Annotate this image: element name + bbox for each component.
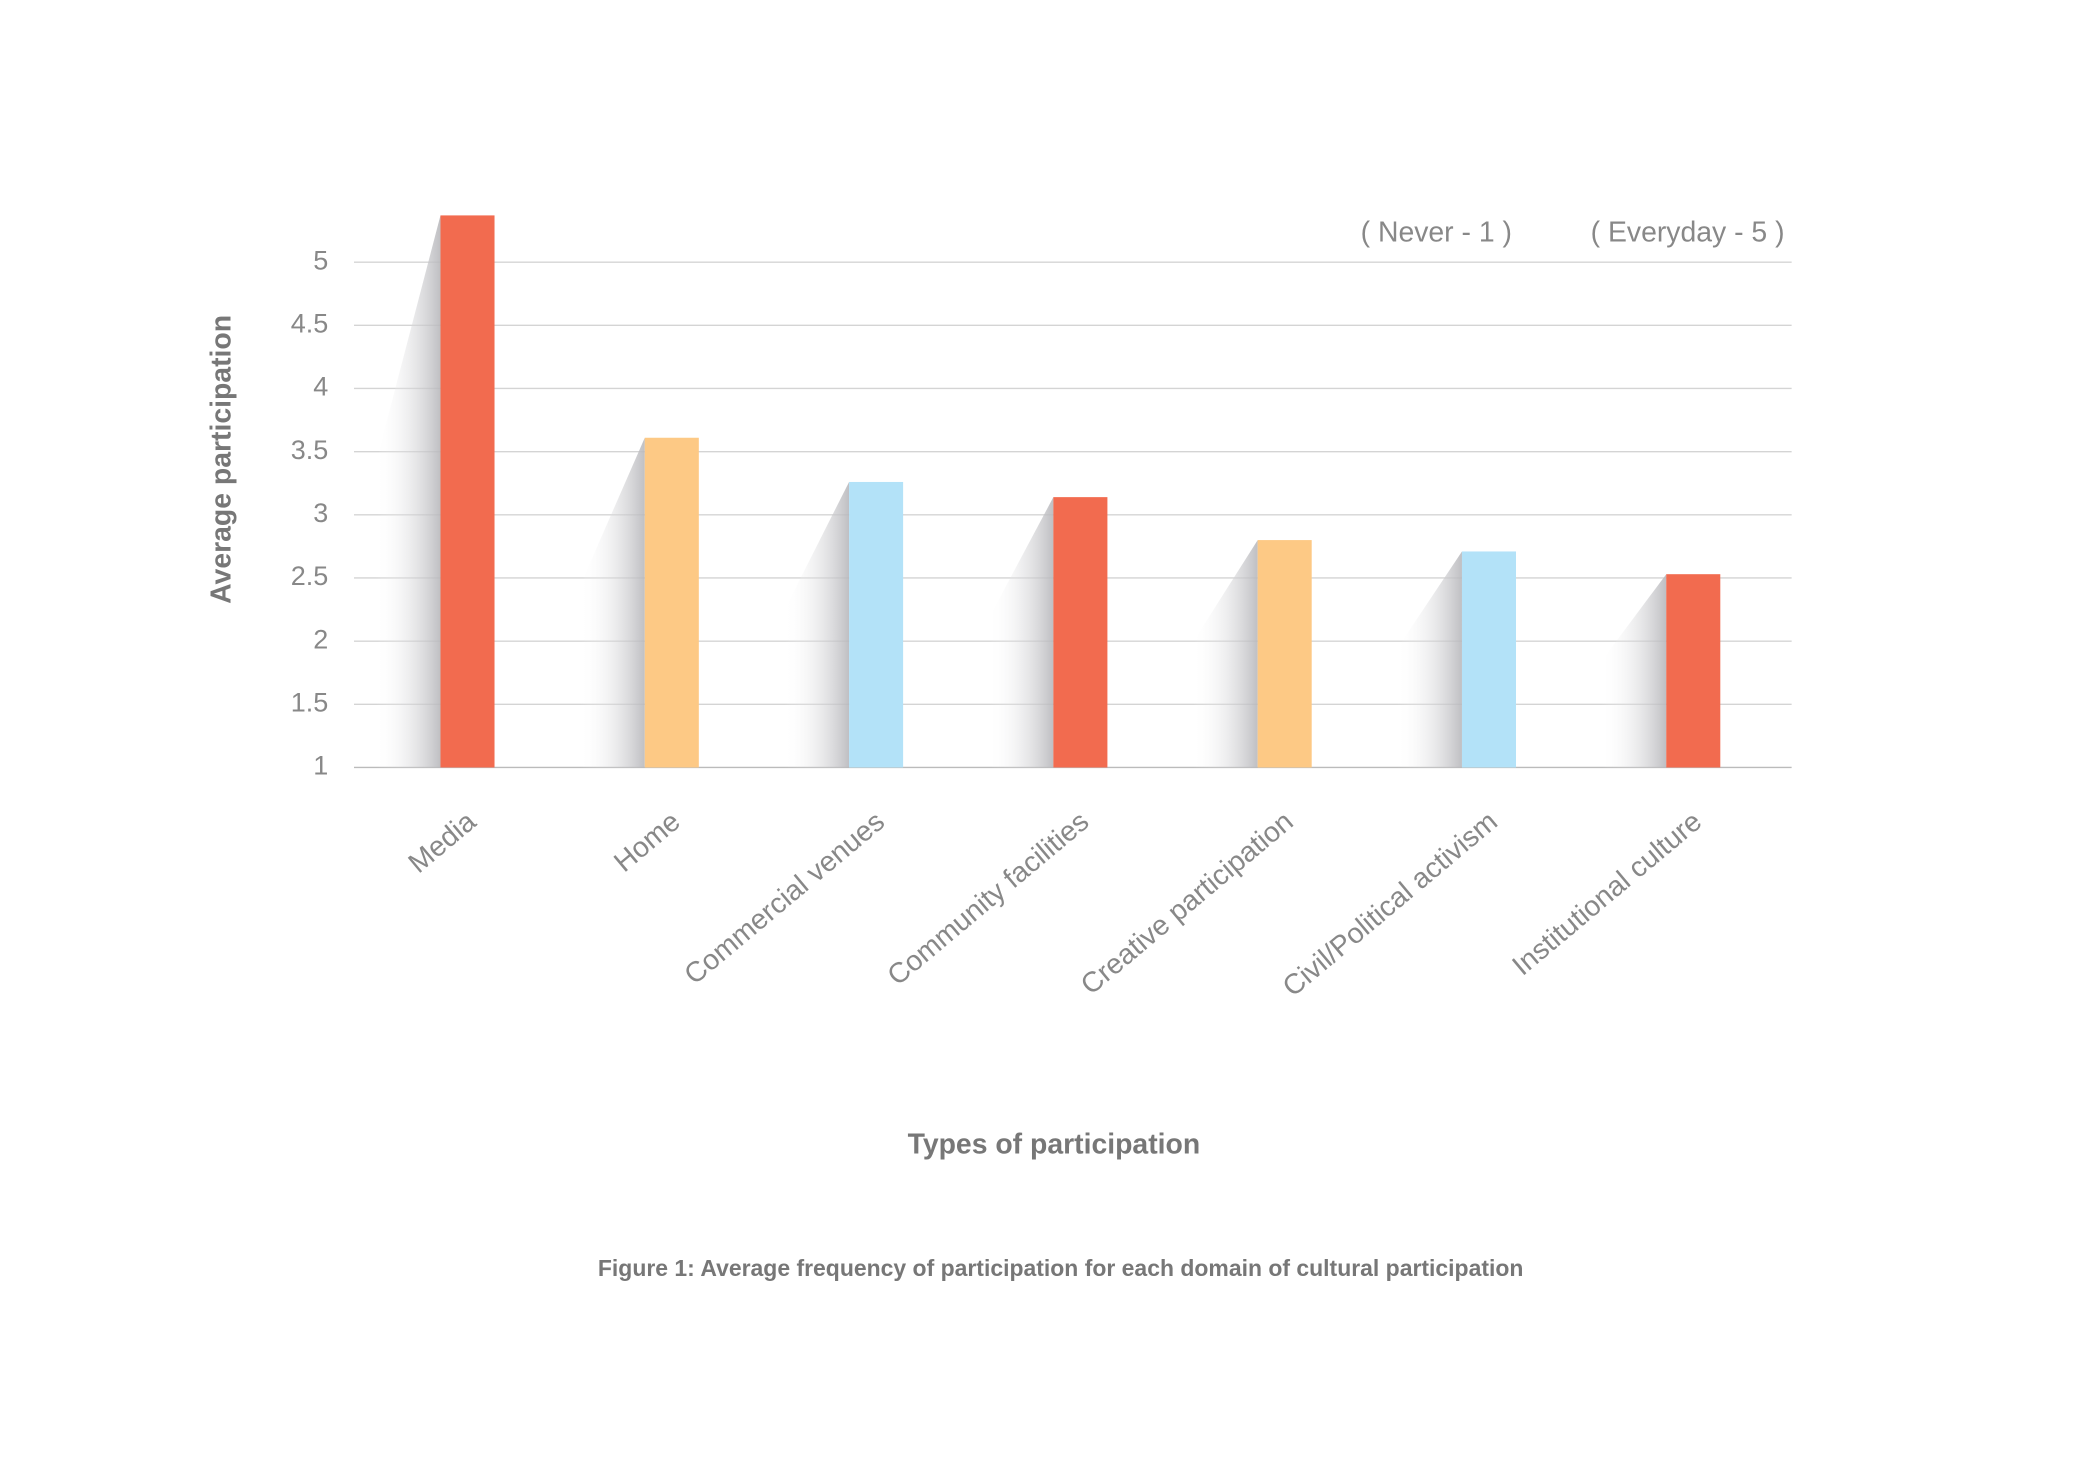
x-tick-label: Institutional culture [1506,805,1708,982]
y-tick-label: 3.5 [291,435,329,465]
y-tick-label: 3 [313,498,328,528]
annotation: ( Everyday - 5 ) [1591,216,1785,248]
bar [849,481,904,768]
bar-shadow [579,437,645,768]
y-tick-label: 1.5 [291,687,329,717]
bar-shadow [988,497,1054,768]
bar [1461,551,1517,768]
x-tick-label: Home [608,805,687,878]
x-tick-label: Civil/Political activism [1277,805,1504,1003]
y-tick-label: 2.5 [291,561,329,591]
bar-shadow [1192,540,1258,768]
bar-shadow [1601,574,1667,768]
bar [1053,497,1108,768]
bar [1257,540,1312,768]
bar-shadow [1397,551,1462,768]
caption: Figure 1: Average frequency of participa… [598,1255,1524,1281]
x-axis-title: Types of participation [908,1128,1201,1160]
bar-shadow [375,215,441,768]
y-tick-label: 5 [313,245,328,275]
bar [1666,574,1721,768]
bar-shadow [784,481,850,768]
annotation: ( Never - 1 ) [1361,216,1512,248]
y-tick-label: 2 [313,624,328,654]
y-tick-label: 1 [313,751,328,781]
y-tick-label: 4 [313,372,328,402]
x-tick-label: Creative participation [1075,805,1300,1001]
bar [644,437,699,768]
x-tick-label: Media [402,805,482,879]
x-tick-label: Community facilities [881,805,1095,992]
x-tick-label: Commercial venues [678,805,891,991]
y-tick-label: 4.5 [291,308,329,338]
y-axis-title: Average participation [205,315,237,604]
bar [440,215,495,768]
